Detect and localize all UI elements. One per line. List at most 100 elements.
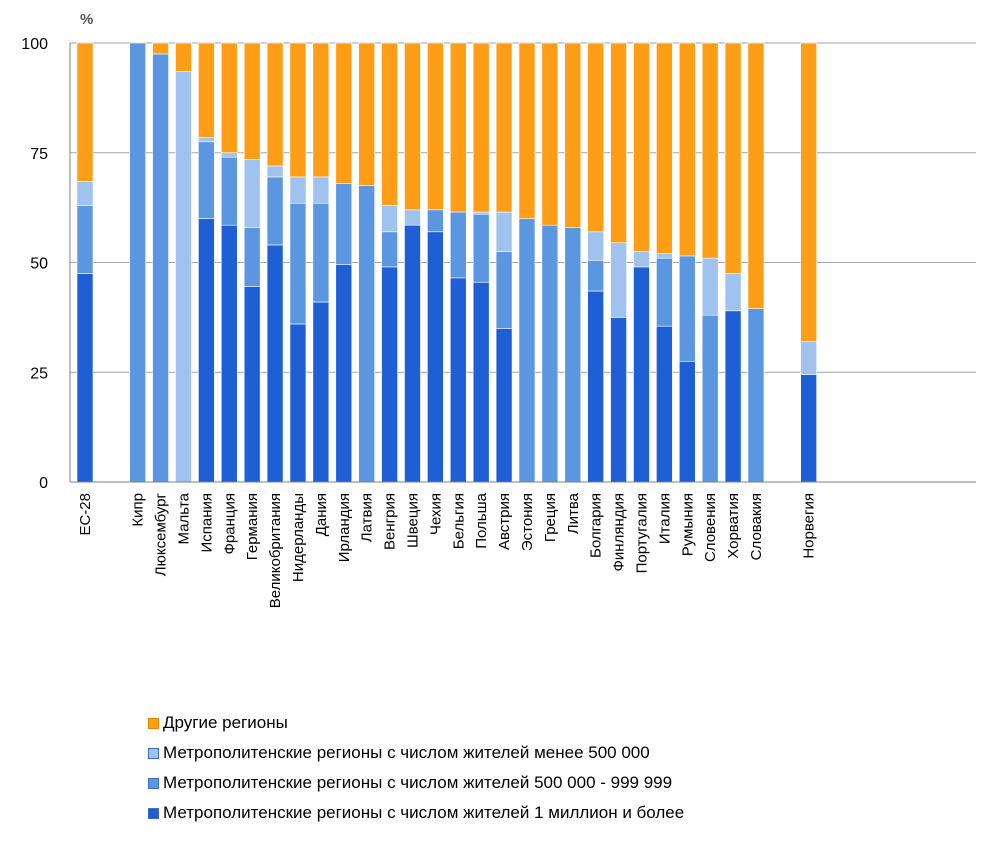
bar-segment	[495, 211, 513, 252]
bar-segment	[289, 323, 307, 483]
bar-segment	[518, 218, 536, 483]
bar-segment	[335, 264, 353, 483]
bar-segment	[76, 42, 94, 182]
bar-segment	[724, 310, 742, 483]
bar-segment	[76, 273, 94, 483]
legend-item: Метрополитенские регионы с числом жителе…	[148, 768, 684, 798]
bar-segment	[404, 209, 421, 226]
legend-swatch	[148, 807, 159, 819]
bar-segment	[243, 227, 261, 287]
bar-segment	[76, 205, 94, 274]
bar-segment	[449, 211, 467, 279]
y-tick-label: 50	[30, 256, 48, 273]
bar-segment	[587, 42, 604, 233]
x-category-label: Эстония	[519, 493, 536, 551]
bar-segment	[701, 257, 719, 316]
x-category-label: Польша	[473, 492, 490, 548]
bar-segment	[358, 42, 375, 186]
x-category-labels: ЕС-28 Кипр Люксембург Мальта Испания Франция Г…	[77, 492, 818, 608]
y-tick-label: 75	[30, 146, 48, 163]
bar-segment	[701, 314, 719, 483]
x-category-label: Чехия	[427, 493, 444, 535]
legend-item: Метрополитенские регионы с числом жителе…	[148, 738, 684, 768]
bar-segment	[220, 42, 238, 154]
y-tick-label: 0	[39, 475, 48, 492]
bar-segment	[449, 277, 467, 483]
bar-segment	[198, 218, 215, 483]
bar-segment	[495, 328, 513, 483]
bar-segment	[243, 42, 261, 160]
bar-segment	[289, 176, 307, 204]
legend-label: Метрополитенские регионы с числом жителе…	[163, 803, 685, 822]
bar-segment	[633, 251, 650, 268]
x-category-label: Нидерланды	[290, 493, 307, 582]
x-category-label: Словакия	[748, 493, 765, 560]
bar-segment	[701, 42, 719, 259]
bar-segment	[724, 273, 742, 312]
bar-segment	[381, 205, 398, 233]
bar-segment	[312, 42, 330, 178]
bar-segment	[358, 185, 375, 483]
bar-segment	[175, 42, 192, 72]
bar-segment	[541, 42, 559, 226]
bar-segment	[472, 211, 490, 215]
bar-segment	[747, 42, 765, 309]
x-category-label: Венгрия	[382, 493, 399, 550]
bar-segment	[610, 42, 627, 244]
bar-segment	[266, 165, 284, 178]
x-category-label: Швеция	[404, 493, 421, 548]
bar-segment	[289, 202, 307, 325]
bar-segment	[335, 183, 353, 265]
x-category-label: Латвия	[359, 493, 376, 542]
x-category-label: Греция	[542, 493, 559, 542]
x-category-label: Австрия	[496, 493, 513, 550]
bar-segment	[198, 141, 215, 219]
bar-segment	[472, 281, 490, 483]
bar-segment	[610, 242, 627, 318]
bar-segment	[427, 231, 444, 483]
x-category-label: Мальта	[175, 492, 192, 544]
x-category-label: Литва	[565, 492, 582, 534]
bar-segment	[243, 286, 261, 483]
x-category-label: Германия	[244, 493, 261, 560]
bar-segment	[220, 156, 238, 226]
bar-segment	[289, 42, 307, 178]
bar-segment	[266, 42, 284, 167]
bar-segment	[175, 71, 192, 483]
bar-segment	[266, 176, 284, 246]
bar-segment	[220, 224, 238, 483]
bar-segment	[198, 42, 215, 138]
bar-segment	[495, 251, 513, 329]
bar-segment	[678, 360, 696, 483]
bar-segment	[495, 42, 513, 213]
x-category-label: Болгария	[588, 493, 605, 558]
x-category-label: Бельгия	[450, 493, 467, 549]
stacked-bar-chart: 0 25 50 75 100 ЕС-28 Кипр Люксембург Мальта Испа…	[21, 11, 976, 608]
bar-segment	[564, 42, 582, 228]
bar-segment	[800, 42, 817, 342]
legend-item: Другие регионы	[148, 708, 684, 738]
bar-segment	[427, 42, 444, 211]
y-tick-label: 100	[21, 36, 48, 53]
x-category-label: Словения	[702, 493, 719, 562]
bar-segment	[800, 374, 817, 483]
bar-segment	[656, 42, 673, 255]
bar-segment	[312, 301, 330, 483]
bar-segment	[518, 42, 536, 219]
bar-segment	[404, 224, 421, 483]
bar-segment	[335, 42, 353, 184]
bar-segment	[381, 42, 398, 206]
legend: Другие регионы Метрополитенские регионы с…	[148, 708, 684, 828]
legend-swatch	[148, 777, 159, 789]
bar-segment	[724, 42, 742, 274]
bar-segment	[152, 53, 169, 483]
bar-segment	[633, 266, 650, 483]
bar-segment	[656, 257, 673, 327]
legend-label: Другие регионы	[163, 713, 288, 732]
x-category-label: Португалия	[633, 493, 650, 573]
bar-segment	[129, 42, 146, 483]
bar-segment	[747, 308, 765, 483]
x-category-label: Испания	[198, 493, 215, 553]
bar-segment	[587, 260, 604, 292]
x-category-label: Дания	[313, 493, 330, 536]
